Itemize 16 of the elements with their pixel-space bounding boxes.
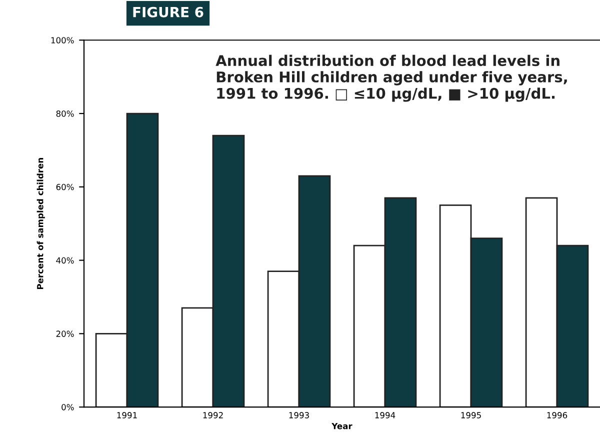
x-tick-label: 1991 (117, 412, 137, 418)
y-tick-label: 60% (56, 184, 74, 190)
text: Annual distribution of blood lead levels in Broken Hill children aged under five years, 1991 to 1996. □ ≤10 μg/dL, ■ >10 μg/dL. (216, 54, 567, 102)
y-tick-label: 100% (51, 37, 74, 44)
x-tick-label: 1993 (289, 412, 309, 418)
x-tick-label: 1995 (461, 412, 481, 418)
y-tick-label: 0% (62, 404, 74, 410)
y-tick-label: 40% (56, 257, 74, 264)
caption: FIGURE 6 (133, 6, 204, 18)
x-tick-label: 1992 (203, 412, 223, 418)
y-axis-title: Percent of sampled children (36, 158, 45, 290)
x-tick-label: 1994 (375, 412, 396, 418)
x-axis-title: Year (332, 423, 352, 430)
y-tick-label: 80% (56, 110, 74, 117)
y-tick-label: 20% (56, 330, 74, 337)
x-tick-label: 1996 (547, 412, 568, 418)
